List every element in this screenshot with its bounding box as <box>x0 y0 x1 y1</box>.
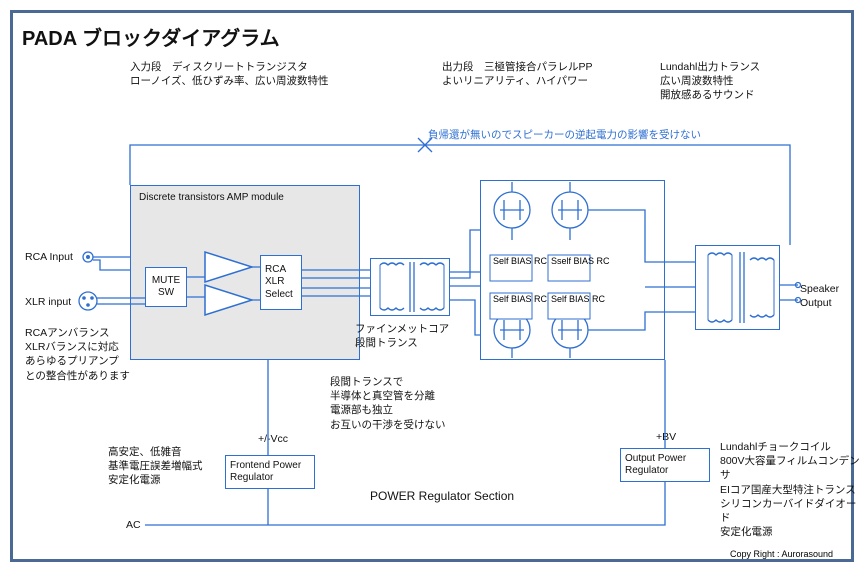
self-bias-3: Self BIAS RC <box>493 295 547 304</box>
wiring-svg <box>0 0 864 572</box>
self-bias-2: Sself BIAS RC <box>551 257 610 266</box>
self-bias-4: Self BIAS RC <box>551 295 605 304</box>
self-bias-1: Self BIAS RC <box>493 257 547 266</box>
diagram-canvas: PADA ブロックダイアグラム 入力段 ディスクリートトランジスタ ローノイズ、… <box>0 0 864 572</box>
